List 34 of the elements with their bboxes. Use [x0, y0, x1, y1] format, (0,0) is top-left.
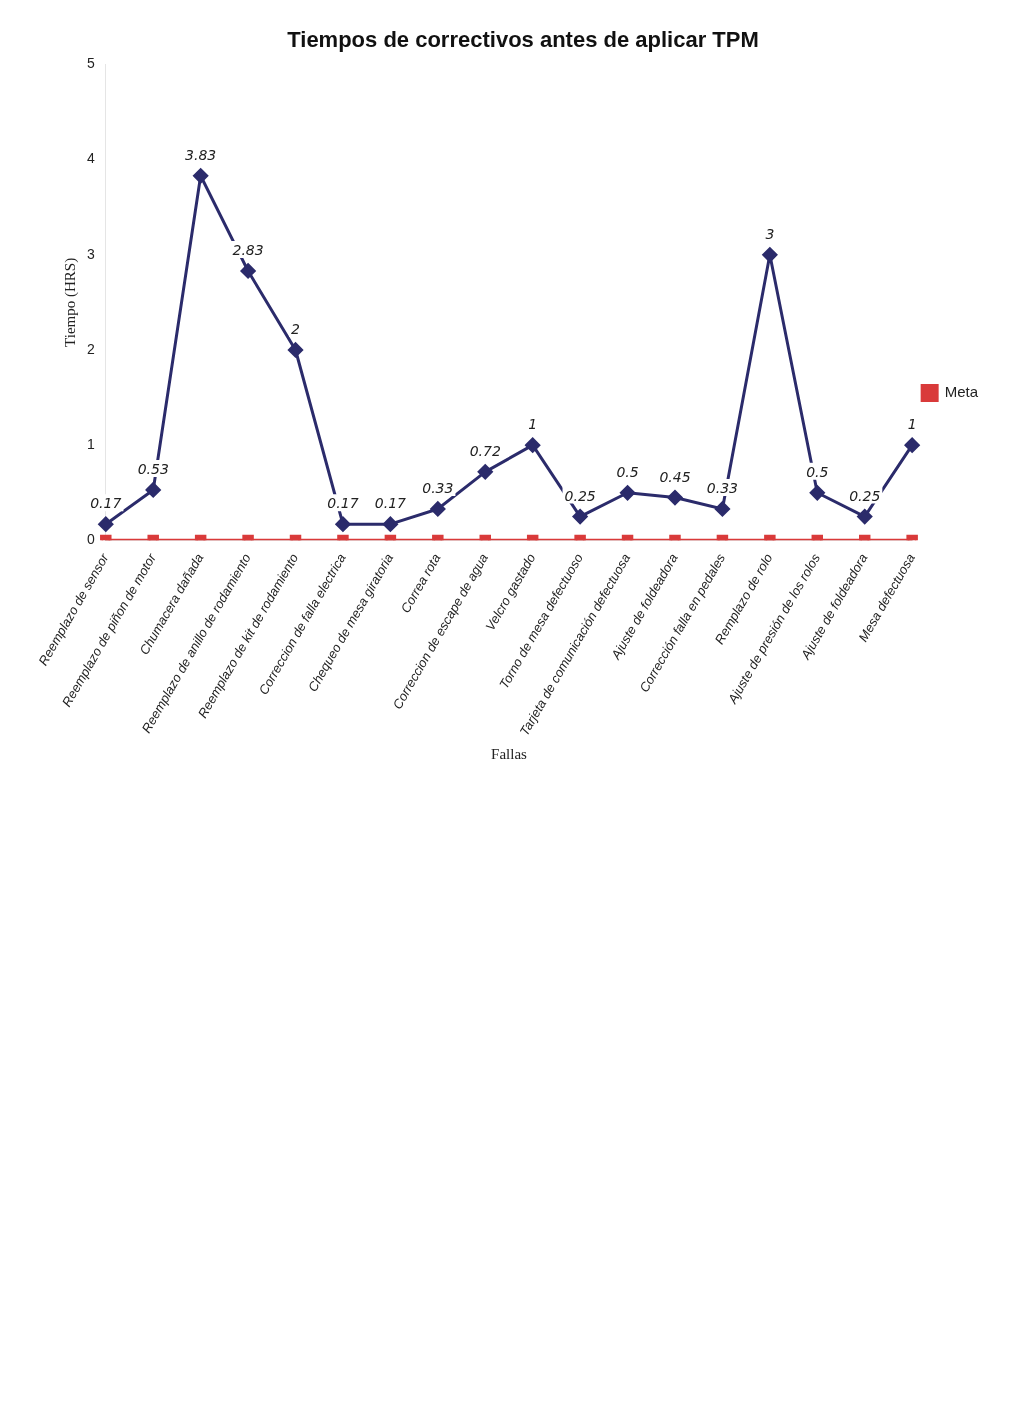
x-axis-title: Fallas: [491, 745, 528, 762]
y-tick-label: 3: [86, 245, 95, 262]
data-label: 0.25: [564, 487, 596, 504]
data-label: 1: [528, 416, 538, 433]
point: [762, 247, 778, 263]
legend-label: Meta: [944, 383, 979, 401]
y-tick-label: 1: [86, 436, 95, 453]
data-label: 0.72: [469, 442, 501, 459]
data-label: 2: [291, 320, 301, 337]
y-tick-label: 2: [86, 340, 95, 357]
data-label: 2.83: [232, 241, 264, 258]
data-label: 0.53: [137, 460, 169, 477]
y-tick-label: 0: [86, 531, 95, 548]
data-label: 3: [765, 225, 775, 242]
point: [240, 263, 256, 279]
point: [525, 437, 541, 453]
data-label: 0.33: [422, 479, 454, 496]
point: [904, 437, 920, 453]
data-label: 0.17: [374, 495, 407, 512]
data-label: 0.45: [659, 468, 691, 485]
point: [193, 168, 209, 184]
y-axis-title: Tiempo (HRS): [61, 257, 79, 347]
data-label: 3.83: [185, 146, 217, 163]
data-label: 0.17: [90, 495, 122, 512]
y-tick-label: 4: [86, 150, 95, 167]
data-label: 0.33: [706, 479, 739, 496]
data-label: 0.17: [327, 495, 359, 512]
data-label: 0.5: [616, 463, 639, 480]
chart-title: Tiempos de correctivos antes de aplicar TPM: [287, 27, 759, 53]
data-label: 1: [907, 416, 917, 433]
data-label: 0.5: [806, 463, 829, 480]
point: [288, 342, 304, 358]
data-label: 0.25: [849, 487, 881, 504]
y-tick-label: 5: [86, 55, 95, 72]
